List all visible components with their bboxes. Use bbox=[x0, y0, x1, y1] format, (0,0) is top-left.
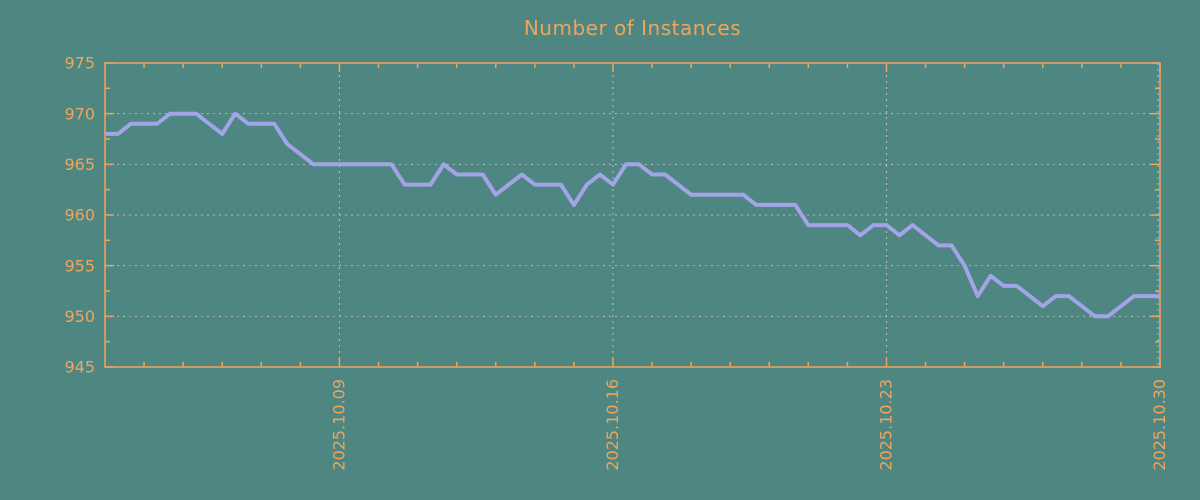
y-tick-labels: 945 950 955 960 965 970 975 bbox=[64, 54, 95, 377]
svg-text:2025.10.30: 2025.10.30 bbox=[1150, 379, 1169, 471]
series-line bbox=[105, 111, 1160, 319]
svg-text:975: 975 bbox=[64, 54, 95, 73]
svg-text:950: 950 bbox=[64, 307, 95, 326]
chart-title: Number of Instances bbox=[523, 16, 742, 40]
svg-text:965: 965 bbox=[64, 155, 95, 174]
axis-ticks bbox=[105, 62, 1161, 368]
svg-text:955: 955 bbox=[64, 256, 95, 275]
svg-text:970: 970 bbox=[64, 104, 95, 123]
x-tick-labels: 2025.10.09 2025.10.16 2025.10.23 2025.10.30 bbox=[329, 379, 1169, 471]
svg-text:2025.10.16: 2025.10.16 bbox=[603, 379, 622, 471]
plot-border bbox=[104, 62, 1161, 368]
svg-text:945: 945 bbox=[64, 358, 95, 377]
svg-text:2025.10.23: 2025.10.23 bbox=[876, 379, 895, 471]
svg-text:960: 960 bbox=[64, 206, 95, 225]
svg-text:2025.10.09: 2025.10.09 bbox=[329, 379, 348, 471]
gridlines bbox=[105, 63, 1160, 367]
